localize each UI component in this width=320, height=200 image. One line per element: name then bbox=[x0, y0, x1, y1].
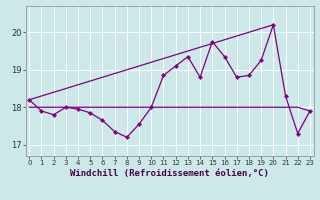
X-axis label: Windchill (Refroidissement éolien,°C): Windchill (Refroidissement éolien,°C) bbox=[70, 169, 269, 178]
